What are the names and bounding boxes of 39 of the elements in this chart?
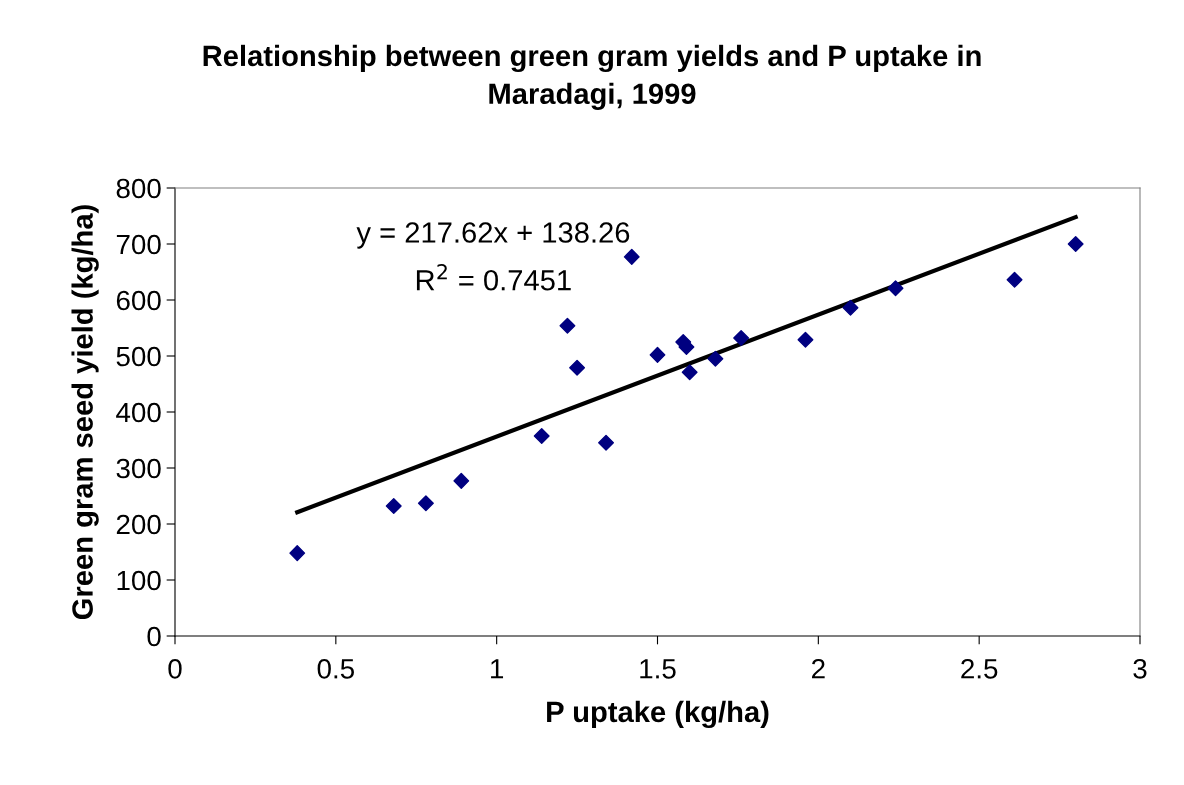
point [385,498,402,515]
x-tick-label: 0 [168,658,182,679]
y-tick-label: 200 [116,514,161,535]
point [733,330,750,347]
point [1006,271,1023,288]
point [887,280,904,297]
y-tick-label: 100 [117,570,161,591]
y-tick-label: 800 [116,178,161,199]
y-tick-label: 700 [116,234,161,255]
x-tick-label: 0.5 [317,658,354,679]
point [453,472,470,489]
y-tick-label: 0 [147,626,161,647]
point [598,434,615,451]
x-tick-label: 2.5 [961,658,998,679]
annotation: R$^{2}$ = 0.7451 [416,263,571,291]
x-tick-label: 1.5 [640,659,676,679]
x-axis-title: P uptake (kg/ha) [547,700,769,729]
point [1067,236,1084,252]
y-tick-label: 500 [116,346,161,367]
point [289,545,306,562]
point [417,495,434,512]
point [533,428,550,445]
point [797,331,814,348]
point [649,346,666,363]
point [559,317,576,334]
point [623,248,640,265]
point [569,359,586,376]
y-tick-label: 600 [116,290,161,311]
point [681,364,698,381]
x-tick-label: 2 [812,658,825,679]
x-tick-label: 3 [1133,658,1147,679]
y-axis-title: Green gram seed yield (kg/ha) [71,205,99,620]
annotation: y = 217.62x + 138.26 [356,222,630,249]
x-tick-label: 1 [491,659,504,679]
y-tick-label: 400 [116,402,161,423]
point [842,299,859,316]
chart-title: Relationship between green gram yields and P uptake in Maradagi, 1999 [203,44,981,110]
y-tick-label: 300 [116,458,161,479]
point [707,350,724,367]
